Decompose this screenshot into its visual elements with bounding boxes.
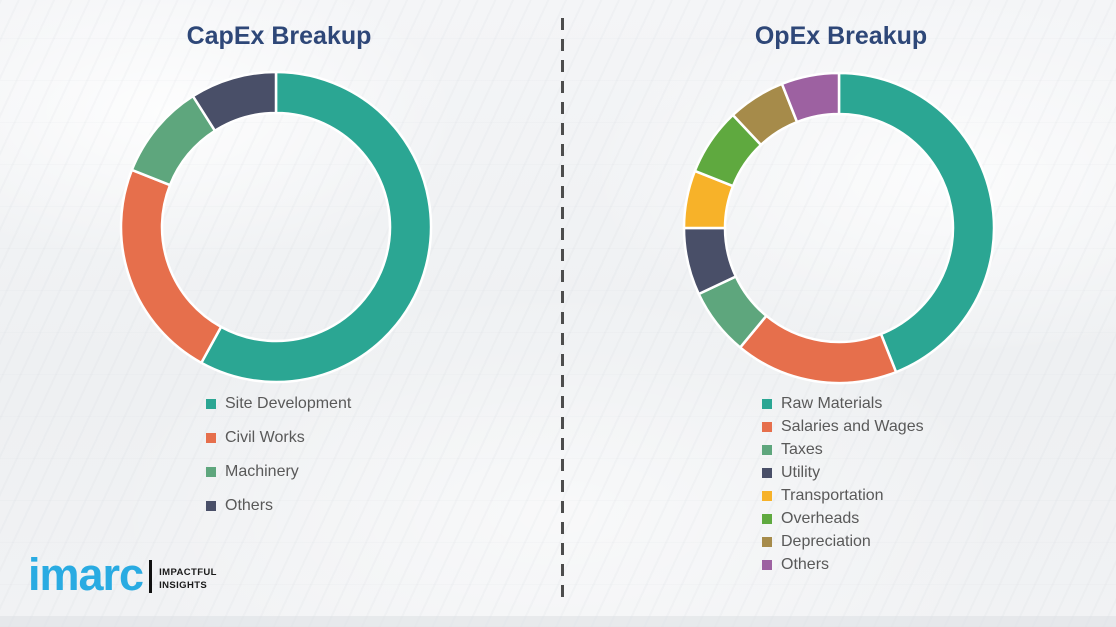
donut-segment-others xyxy=(191,70,278,132)
legend-swatch xyxy=(762,445,772,455)
opex-legend: Raw Materials Salaries and Wages Taxes Util… xyxy=(762,394,924,578)
legend-swatch xyxy=(762,560,772,570)
legend-item-raw-materials: Raw Materials xyxy=(762,394,924,414)
legend-label: Machinery xyxy=(225,463,299,480)
legend-swatch xyxy=(206,399,216,409)
donut-segment-salaries-and-wages xyxy=(738,314,898,385)
legend-item-civil-works: Civil Works xyxy=(206,428,351,448)
legend-label: Transportation xyxy=(781,487,884,504)
imarc-brand-text: imarc xyxy=(28,549,144,600)
legend-item-machinery: Machinery xyxy=(206,462,351,482)
opex-donut-chart xyxy=(681,70,997,386)
bottom-edge-band xyxy=(0,616,1116,627)
legend-swatch xyxy=(206,467,216,477)
legend-swatch xyxy=(762,491,772,501)
legend-item-others: Others xyxy=(762,555,924,575)
legend-label: Taxes xyxy=(781,441,823,458)
donut-segment-others xyxy=(780,71,841,124)
legend-item-depreciation: Depreciation xyxy=(762,532,924,552)
logo-tagline: IMPACTFUL INSIGHTS xyxy=(159,567,217,593)
legend-item-site-development: Site Development xyxy=(206,394,351,414)
legend-label: Depreciation xyxy=(781,533,871,550)
legend-label: Raw Materials xyxy=(781,395,883,412)
legend-label: Salaries and Wages xyxy=(781,418,924,435)
donut-segment-site-development xyxy=(200,70,433,384)
legend-label: Civil Works xyxy=(225,429,305,446)
legend-swatch xyxy=(762,468,772,478)
legend-label: Overheads xyxy=(781,510,860,527)
logo-divider-bar xyxy=(149,559,153,593)
logo-tagline-line2: INSIGHTS xyxy=(159,579,208,591)
legend-item-taxes: Taxes xyxy=(762,440,924,460)
legend-item-utility: Utility xyxy=(762,463,924,483)
legend-item-others: Others xyxy=(206,496,351,516)
legend-label: Others xyxy=(225,497,274,514)
imarc-logo: imarc IMPACTFUL INSIGHTS xyxy=(28,549,217,600)
legend-item-transportation: Transportation xyxy=(762,486,924,506)
donut-segment-raw-materials xyxy=(837,71,996,374)
donut-segment-civil-works xyxy=(119,168,223,365)
capex-donut-chart xyxy=(118,69,434,385)
legend-label: Site Development xyxy=(225,395,352,412)
capex-title: CapEx Breakup xyxy=(186,22,372,50)
legend-label: Others xyxy=(781,556,830,573)
legend-item-overheads: Overheads xyxy=(762,509,924,529)
capex-legend: Site Development Civil Works Machinery Othe… xyxy=(206,394,351,530)
legend-swatch xyxy=(206,433,216,443)
legend-item-salaries-and-wages: Salaries and Wages xyxy=(762,417,924,437)
logo-tagline-line1: IMPACTFUL xyxy=(159,567,217,579)
legend-swatch xyxy=(762,537,772,547)
legend-label: Utility xyxy=(781,464,821,481)
legend-swatch xyxy=(762,514,772,524)
legend-swatch xyxy=(762,422,772,432)
divider-dashed-line xyxy=(561,18,564,603)
legend-swatch xyxy=(206,501,216,511)
legend-swatch xyxy=(762,399,772,409)
opex-title: OpEx Breakup xyxy=(754,22,928,50)
